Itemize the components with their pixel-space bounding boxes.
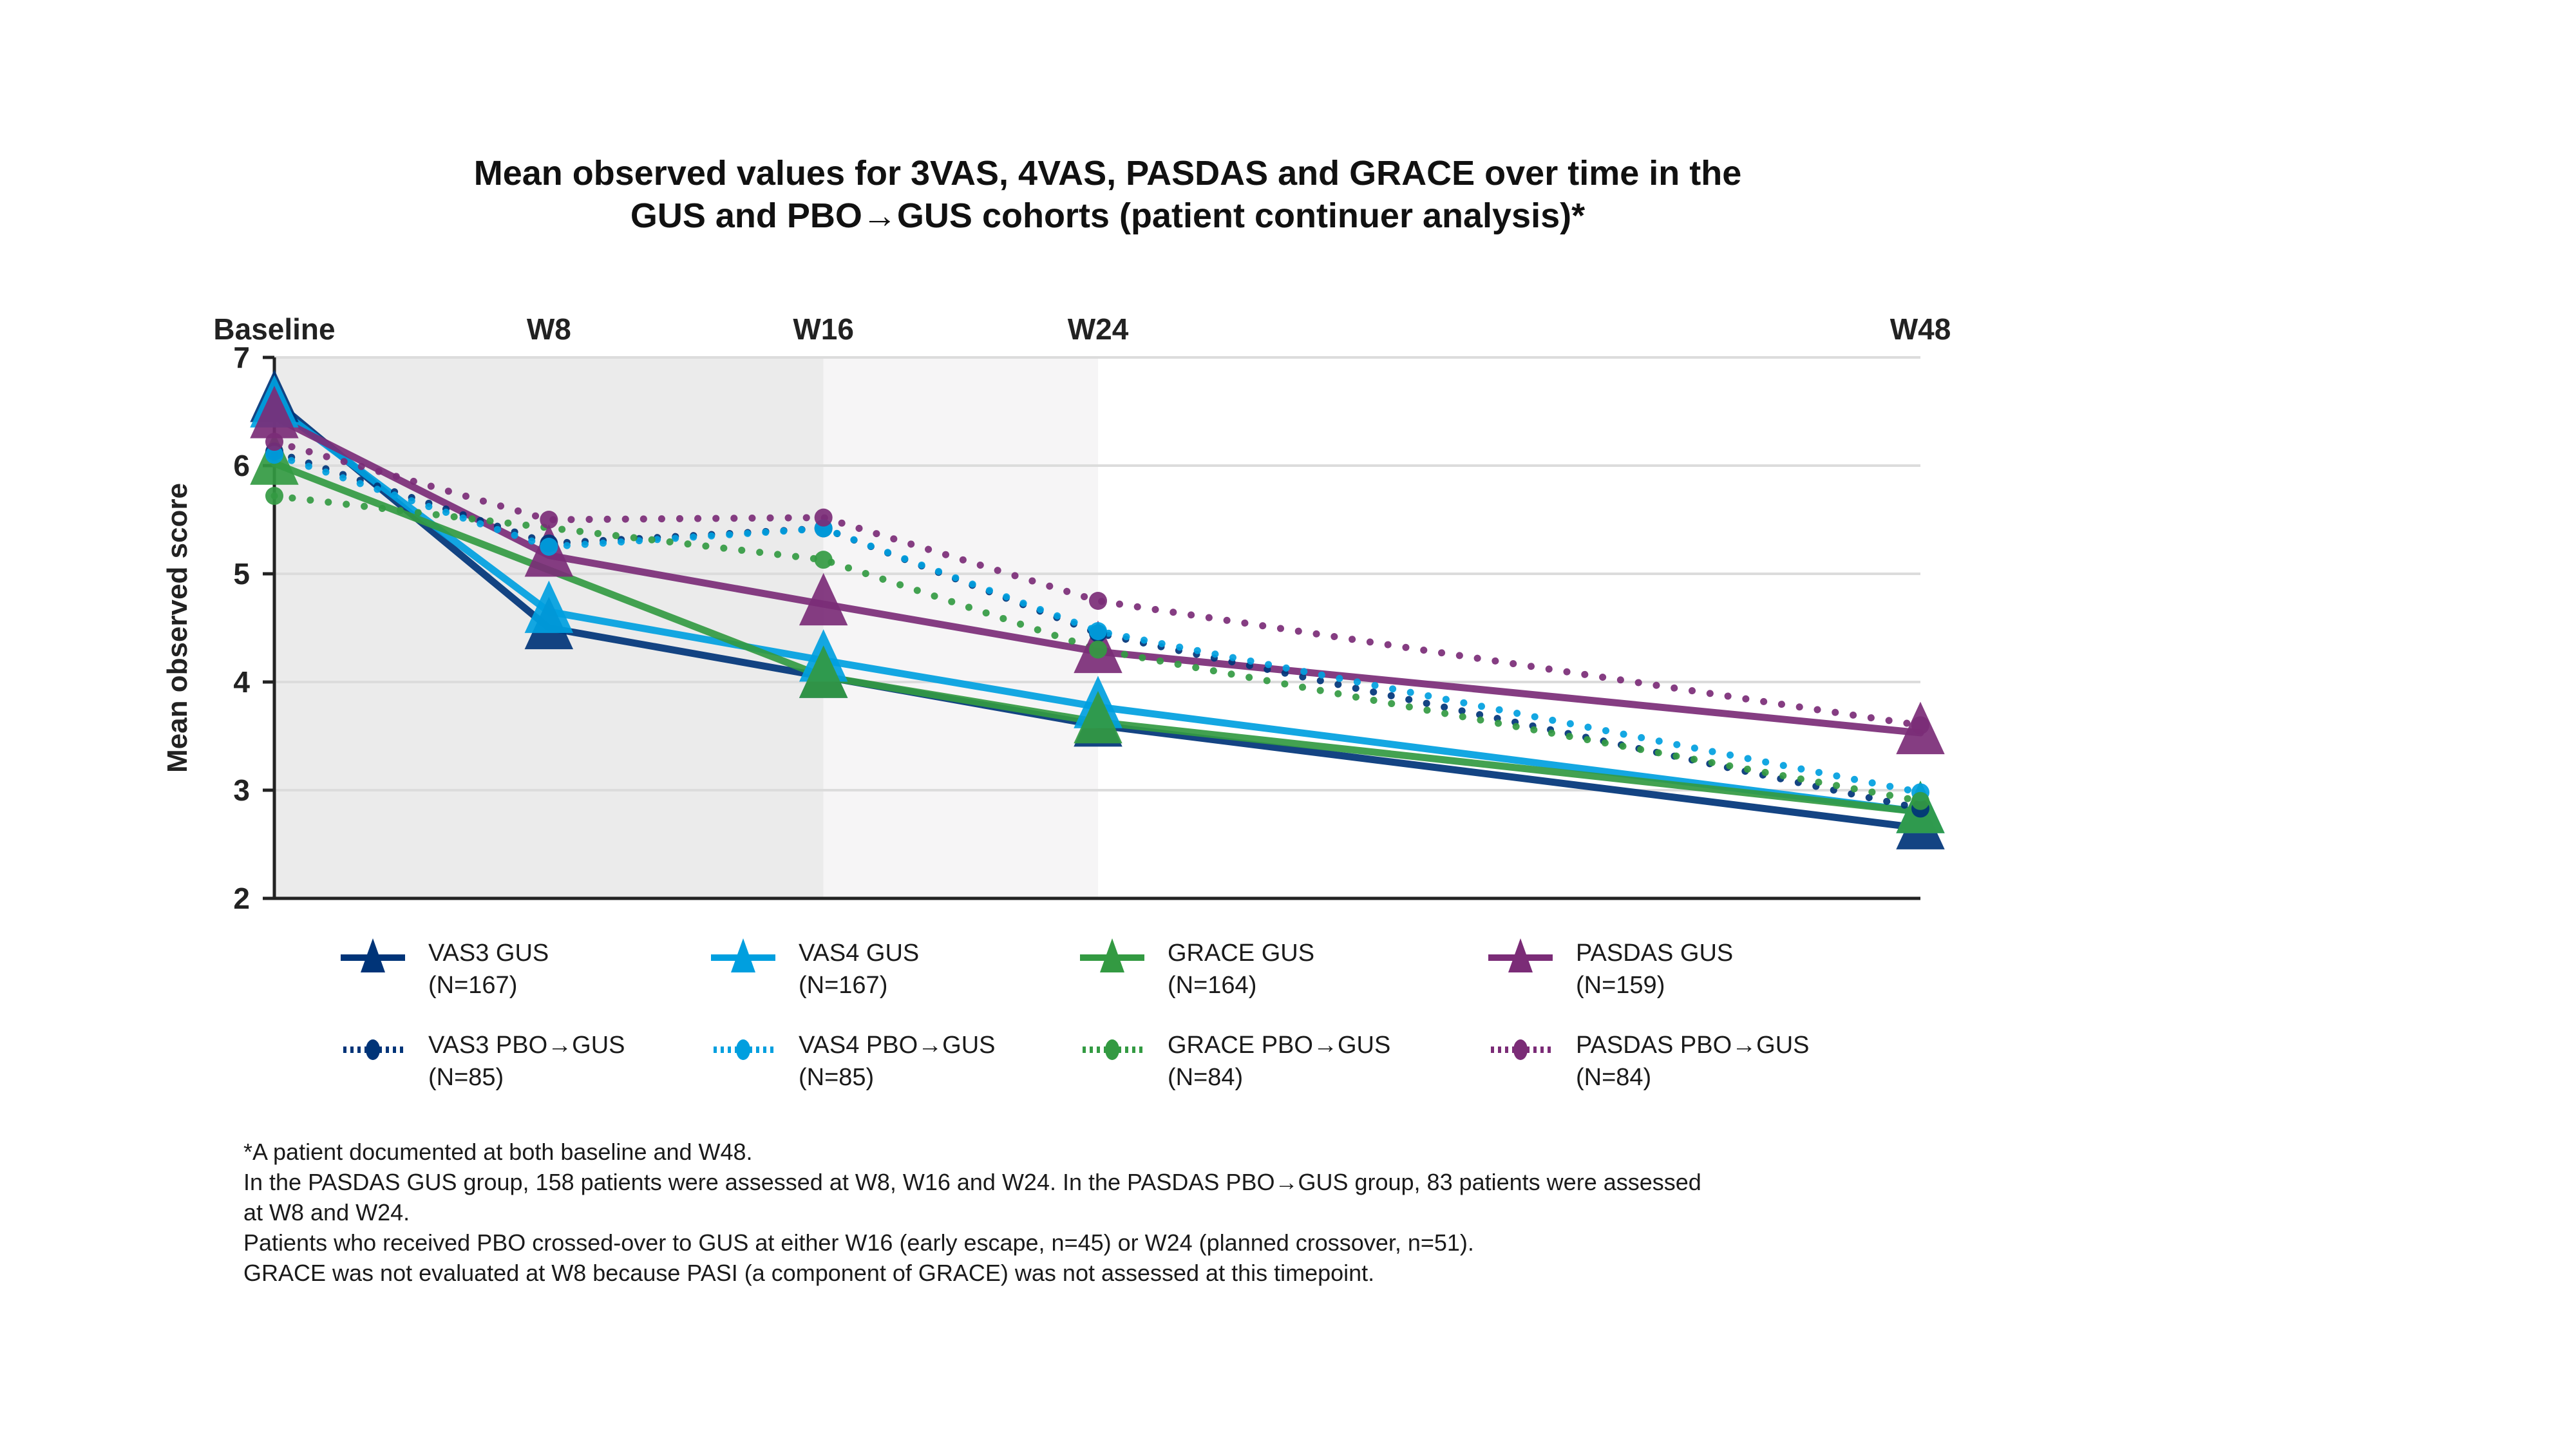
legend-n-label: (N=159) xyxy=(1576,972,1665,999)
x-tick-label: W24 xyxy=(1068,312,1129,346)
legend-label: VAS3 GUS xyxy=(428,940,549,967)
legend-label: PASDAS PBO→GUS xyxy=(1576,1032,1810,1059)
data-point-pasdas-pbo-gus-w8 xyxy=(540,511,558,529)
legend-label: VAS3 PBO→GUS xyxy=(428,1032,625,1059)
shaded-regions xyxy=(274,357,1098,898)
chart-title-line-2: GUS and PBO→GUS cohorts (patient continu… xyxy=(630,196,1586,235)
footnote-line: GRACE was not evaluated at W8 because PA… xyxy=(243,1260,1375,1286)
legend-n-label: (N=85) xyxy=(799,1064,875,1091)
legend-label: VAS4 GUS xyxy=(799,940,920,967)
legend-label: VAS4 PBO→GUS xyxy=(799,1032,996,1059)
legend-label: GRACE PBO→GUS xyxy=(1168,1032,1391,1059)
data-point-pasdas-pbo-gus-w48 xyxy=(1911,716,1929,735)
legend-n-label: (N=85) xyxy=(428,1064,504,1091)
legend-triangle-line-icon xyxy=(1080,938,1144,972)
data-point-pasdas-gus-baseline xyxy=(250,386,299,439)
chart-title-line-1: Mean observed values for 3VAS, 4VAS, PAS… xyxy=(473,154,1742,193)
footnote-line: In the PASDAS GUS group, 158 patients we… xyxy=(243,1169,1701,1195)
legend-dotted-circle-icon xyxy=(1491,1039,1553,1060)
legend-triangle-line-icon xyxy=(711,938,775,972)
legend-item: VAS4 PBO→GUS (N=85) xyxy=(714,1029,996,1094)
legend: VAS3 GUS (N=167) VAS4 GUS (N=167) GRACE GUS (… xyxy=(341,937,1951,1104)
legend-item: VAS4 GUS (N=167) xyxy=(711,937,920,1001)
y-axis-label: Mean observed score xyxy=(162,483,193,773)
legend-triangle-line-icon xyxy=(341,938,405,972)
data-point-grace-pbo-gus-baseline xyxy=(265,487,283,506)
x-tick-label: W8 xyxy=(527,312,571,346)
y-tick-labels: 2 3 4 5 6 7 xyxy=(233,341,250,915)
footnote-line: Patients who received PBO crossed-over t… xyxy=(243,1229,1474,1256)
legend-dotted-circle-icon xyxy=(343,1039,405,1060)
y-tick-label: 4 xyxy=(233,665,250,699)
x-tick-label: W48 xyxy=(1890,312,1951,346)
data-point-grace-gus-w16 xyxy=(799,645,848,698)
legend-item: GRACE GUS (N=164) xyxy=(1080,937,1315,1001)
y-tick-label: 5 xyxy=(233,557,250,591)
legend-n-label: (N=167) xyxy=(428,972,518,999)
data-point-vas4-pbo-gus-baseline xyxy=(265,446,283,464)
data-point-grace-gus-w24 xyxy=(1074,690,1122,744)
legend-dotted-circle-icon xyxy=(714,1039,775,1060)
chart-title: Mean observed values for 3VAS, 4VAS, PAS… xyxy=(0,152,2215,237)
data-point-vas4-gus-w8 xyxy=(524,580,574,633)
footnotes: *A patient documented at both baseline a… xyxy=(243,1137,1982,1288)
data-point-grace-pbo-gus-w24 xyxy=(1089,640,1107,659)
y-tick-label: 3 xyxy=(233,773,250,807)
y-tick-label: 7 xyxy=(233,341,250,374)
footnote-line: *A patient documented at both baseline a… xyxy=(243,1139,753,1165)
legend-label: GRACE GUS xyxy=(1168,940,1315,967)
legend-item: PASDAS PBO→GUS (N=84) xyxy=(1491,1029,1810,1094)
legend-n-label: (N=84) xyxy=(1576,1064,1652,1091)
y-tick-label: 6 xyxy=(233,449,250,482)
line-chart: Baseline W8 W16 W24 W48 2 3 4 5 6 7 Mean observed… xyxy=(162,312,1951,915)
data-point-pasdas-pbo-gus-w16 xyxy=(814,508,833,527)
data-point-grace-pbo-gus-w16 xyxy=(814,551,833,569)
x-tick-label: W16 xyxy=(793,312,854,346)
data-point-vas4-pbo-gus-w24 xyxy=(1089,622,1107,641)
x-tick-labels: Baseline W8 W16 W24 W48 xyxy=(213,312,1951,346)
series-line-vas4-pbo-gus xyxy=(270,451,1924,796)
legend-item: VAS3 GUS (N=167) xyxy=(341,937,549,1001)
legend-n-label: (N=167) xyxy=(799,972,888,999)
x-tick-label: Baseline xyxy=(213,312,335,346)
legend-item: GRACE PBO→GUS (N=84) xyxy=(1083,1029,1391,1094)
legend-dotted-circle-icon xyxy=(1083,1039,1144,1060)
legend-item: PASDAS GUS (N=159) xyxy=(1488,937,1734,1001)
y-tick-label: 2 xyxy=(233,882,250,915)
data-point-pasdas-pbo-gus-w24 xyxy=(1089,592,1107,610)
legend-triangle-line-icon xyxy=(1488,938,1553,972)
legend-label: PASDAS GUS xyxy=(1576,940,1734,967)
data-point-pasdas-pbo-gus-baseline xyxy=(265,433,283,451)
data-point-pasdas-gus-w16 xyxy=(799,573,848,626)
data-point-vas4-pbo-gus-w8 xyxy=(540,538,558,556)
legend-n-label: (N=164) xyxy=(1168,972,1257,999)
legend-n-label: (N=84) xyxy=(1168,1064,1244,1091)
footnote-line: at W8 and W24. xyxy=(243,1199,410,1226)
data-point-grace-pbo-gus-w48 xyxy=(1911,791,1929,810)
legend-item: VAS3 PBO→GUS (N=85) xyxy=(343,1029,625,1094)
series-markers xyxy=(250,369,1945,849)
